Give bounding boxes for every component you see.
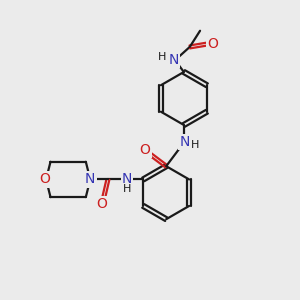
Text: O: O: [140, 143, 150, 157]
Text: O: O: [39, 172, 50, 186]
Text: N: N: [179, 135, 190, 149]
Text: H: H: [158, 52, 166, 62]
Text: N: N: [85, 172, 95, 186]
Text: H: H: [191, 140, 199, 150]
Text: N: N: [168, 53, 179, 67]
Text: H: H: [123, 184, 131, 194]
Text: O: O: [97, 197, 107, 211]
Text: N: N: [122, 172, 132, 186]
Text: O: O: [207, 37, 218, 51]
